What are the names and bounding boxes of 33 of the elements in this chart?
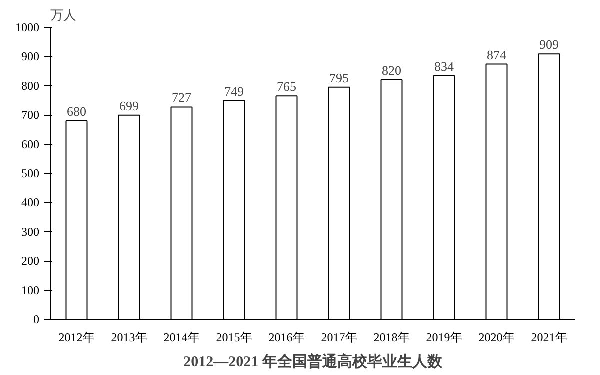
y-tick-label: 800 <box>22 78 40 93</box>
x-tick-label: 2018年 <box>374 330 410 344</box>
x-tick-label: 2016年 <box>268 330 305 344</box>
text: 2012—2021 年全国普通高校毕业生人数 <box>184 352 444 370</box>
data-label: 874 <box>487 47 507 62</box>
data-label: 834 <box>434 58 454 74</box>
y-tick-label: 100 <box>22 283 40 298</box>
data-label: 727 <box>172 90 192 106</box>
y-tick-label: 900 <box>22 50 40 64</box>
y-tick-label: 1000 <box>16 20 40 34</box>
y-tick-label: 700 <box>22 108 40 122</box>
x-tick-label: 2013年 <box>111 330 148 344</box>
x-tick-label: 2020年 <box>478 330 515 344</box>
y-axis-title: 万人 <box>50 8 76 22</box>
y-tick-label: 200 <box>22 254 40 268</box>
y-tick-label: 0 <box>34 312 40 326</box>
data-label: 795 <box>330 70 349 86</box>
x-tick-label: 2014年 <box>164 330 200 344</box>
x-tick-label: 2015年 <box>216 330 252 344</box>
x-tick-label: 2021年 <box>531 330 568 344</box>
data-label: 699 <box>120 98 139 114</box>
data-label: 680 <box>67 104 86 119</box>
x-tick-label: 2017年 <box>321 330 358 344</box>
data-label: 909 <box>540 37 559 52</box>
x-tick-label: 2012年 <box>58 330 95 344</box>
y-tick-label: 400 <box>22 196 40 210</box>
data-label: 749 <box>224 84 244 99</box>
x-tick-label: 2019年 <box>426 330 462 344</box>
data-label: 820 <box>382 63 402 78</box>
y-tick-label: 300 <box>22 224 40 239</box>
data-label: 765 <box>277 79 296 94</box>
y-tick-label: 600 <box>22 137 40 152</box>
y-tick-label: 500 <box>22 166 40 180</box>
